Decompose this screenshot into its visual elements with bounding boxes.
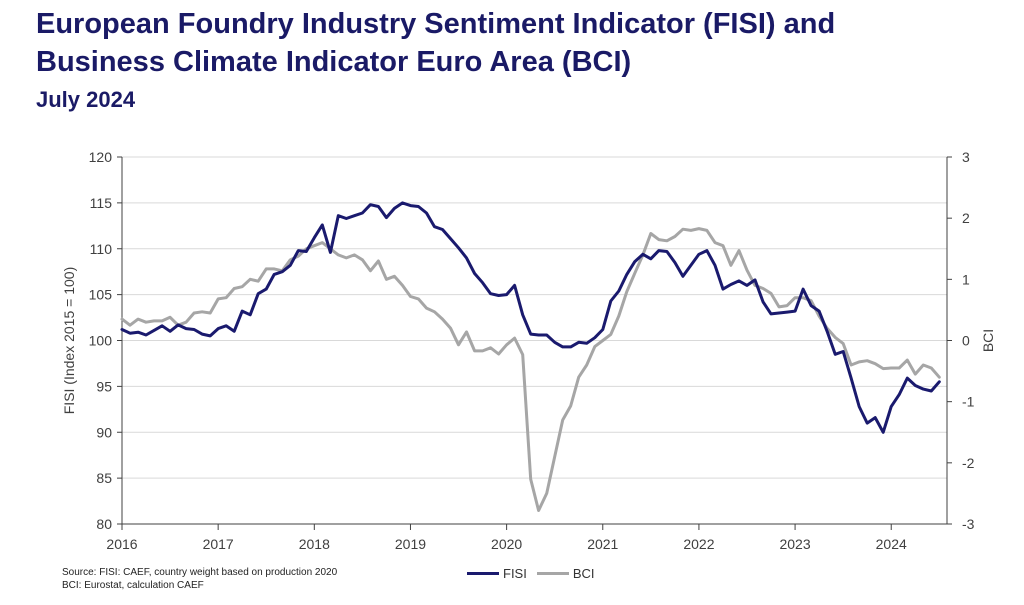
x-tick-label-2017: 2017 — [203, 536, 234, 552]
title-line-2: Business Climate Indicator Euro Area (BC… — [36, 46, 632, 78]
source-line-1: Source: FISI: CAEF, country weight based… — [62, 567, 338, 578]
right-tick-label--2: -2 — [962, 455, 975, 471]
left-tick-label-95: 95 — [96, 378, 112, 394]
right-axis-title: BCI — [980, 329, 996, 352]
legend-item-fisi: FISI — [467, 566, 527, 581]
right-tick-label-3: 3 — [962, 149, 970, 165]
left-tick-label-105: 105 — [89, 287, 113, 303]
left-tick-label-80: 80 — [96, 516, 112, 532]
left-tick-label-100: 100 — [89, 333, 113, 349]
x-tick-label-2022: 2022 — [683, 536, 714, 552]
x-tick-label-2016: 2016 — [106, 536, 137, 552]
series-line-fisi — [120, 201, 941, 434]
x-tick-label-2020: 2020 — [491, 536, 522, 552]
legend-label-fisi: FISI — [503, 566, 527, 581]
right-tick-label-0: 0 — [962, 333, 970, 349]
right-tick-label-1: 1 — [962, 271, 970, 287]
left-tick-label-115: 115 — [90, 195, 113, 211]
legend-swatch-fisi — [467, 572, 499, 575]
right-tick-label--1: -1 — [962, 394, 975, 410]
left-tick-label-85: 85 — [96, 470, 112, 486]
source-note: Source: FISI: CAEF, country weight based… — [62, 566, 337, 592]
left-tick-label-120: 120 — [89, 149, 113, 165]
x-tick-label-2024: 2024 — [876, 536, 907, 552]
legend-swatch-bci — [536, 572, 569, 575]
x-tick-label-2018: 2018 — [299, 536, 330, 552]
legend-item-bci: BCI — [536, 566, 595, 581]
x-tick-label-2023: 2023 — [779, 536, 810, 552]
x-tick-label-2021: 2021 — [587, 536, 618, 552]
series-line-bci — [120, 227, 941, 512]
left-tick-label-110: 110 — [90, 241, 113, 257]
x-tick-label-2019: 2019 — [395, 536, 426, 552]
chart-title: European Foundry Industry Sentiment Indi… — [36, 5, 835, 81]
left-axis-title: FISI (Index 2015 = 100) — [61, 267, 77, 414]
right-tick-label--3: -3 — [962, 516, 975, 532]
legend: FISI BCI — [467, 566, 605, 581]
chart-subtitle: July 2024 — [36, 87, 136, 112]
left-tick-label-90: 90 — [96, 424, 112, 440]
right-tick-label-2: 2 — [962, 210, 970, 226]
title-line-1: European Foundry Industry Sentiment Indi… — [36, 8, 836, 40]
legend-label-bci: BCI — [572, 566, 595, 581]
source-line-2: BCI: Eurostat, calculation CAEF — [62, 580, 204, 591]
